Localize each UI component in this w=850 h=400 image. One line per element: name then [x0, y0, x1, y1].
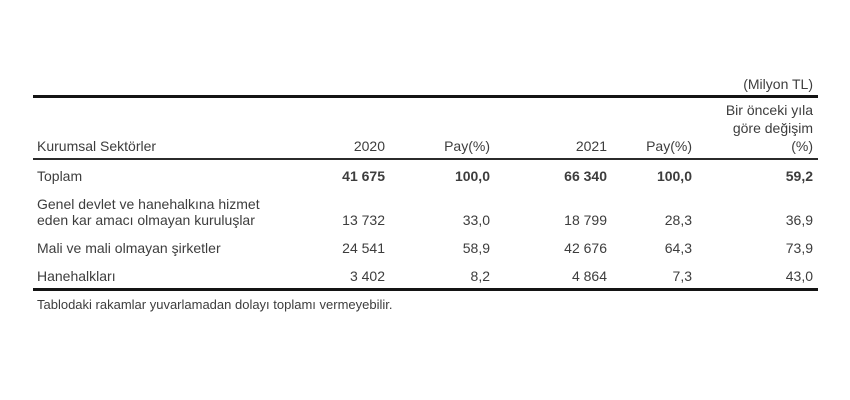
cell-change: 59,2 — [785, 168, 813, 184]
cell-pay-2020: 8,2 — [470, 268, 490, 284]
table-header: Kurumsal Sektörler 2020 Pay(%) 2021 Pay(… — [33, 96, 818, 160]
cell-pay-2020: 100,0 — [454, 168, 490, 184]
table-row-toplam: Toplam 41 675 100,0 66 340 100,0 59,2 — [33, 159, 818, 188]
cell-pay-2020: 58,9 — [462, 240, 490, 256]
cell-2021: 4 864 — [571, 268, 607, 284]
table-panel: (Milyon TL) Kurumsal Sektörler 2020 Pay(… — [33, 76, 818, 313]
cell-2021: 66 340 — [564, 168, 607, 184]
cell-2021: 18 799 — [564, 212, 607, 228]
sector-data-table: Kurumsal Sektörler 2020 Pay(%) 2021 Pay(… — [33, 95, 818, 291]
cell-2020: 24 541 — [342, 240, 385, 256]
table-row-genel-devlet: Genel devlet ve hanehalkına hizmet eden … — [33, 188, 818, 232]
row-label: Hanehalkları — [37, 268, 116, 284]
cell-2021: 42 676 — [564, 240, 607, 256]
table-row-mali-sirketler: Mali ve mali olmayan şirketler 24 541 58… — [33, 232, 818, 260]
cell-2020: 41 675 — [342, 168, 385, 184]
col-header-sector: Kurumsal Sektörler — [33, 96, 333, 160]
cell-2020: 13 732 — [342, 212, 385, 228]
row-label: Genel devlet ve hanehalkına hizmet eden … — [37, 196, 260, 228]
row-label: Toplam — [37, 168, 83, 184]
col-header-pay-2021: Pay(%) — [607, 96, 692, 160]
row-label: Mali ve mali olmayan şirketler — [37, 240, 221, 256]
cell-change: 36,9 — [785, 212, 813, 228]
cell-change: 43,0 — [785, 268, 813, 284]
table-body: Toplam 41 675 100,0 66 340 100,0 59,2 Ge… — [33, 159, 818, 290]
cell-pay-2020: 33,0 — [462, 212, 490, 228]
cell-pay-2021: 64,3 — [664, 240, 692, 256]
table-footnote: Tablodaki rakamlar yuvarlamadan dolayı t… — [37, 297, 393, 312]
unit-note: (Milyon TL) — [743, 76, 813, 92]
cell-change: 73,9 — [785, 240, 813, 256]
table-row-hanehalklari: Hanehalkları 3 402 8,2 4 864 7,3 43,0 — [33, 260, 818, 290]
col-header-pay-2020: Pay(%) — [385, 96, 490, 160]
col-header-change: Bir önceki yıla göre değişim (%) — [692, 96, 818, 160]
col-header-2020: 2020 — [333, 96, 385, 160]
header-row: Kurumsal Sektörler 2020 Pay(%) 2021 Pay(… — [33, 96, 818, 160]
cell-pay-2021: 7,3 — [672, 268, 692, 284]
cell-2020: 3 402 — [349, 268, 385, 284]
cell-pay-2021: 100,0 — [656, 168, 692, 184]
cell-pay-2021: 28,3 — [664, 212, 692, 228]
col-header-2021: 2021 — [490, 96, 607, 160]
